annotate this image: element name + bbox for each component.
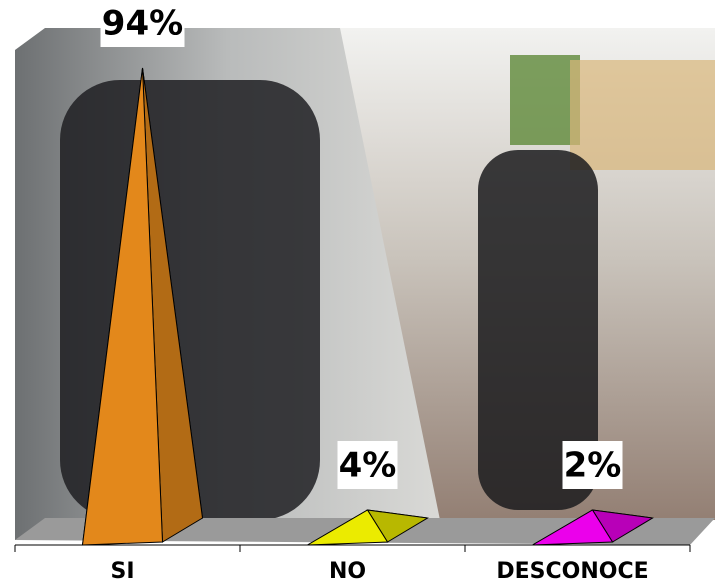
- pyramid-bar: [532, 509, 654, 546]
- background-photo: [15, 28, 715, 540]
- value-label: 2%: [564, 446, 622, 486]
- value-label: 4%: [339, 446, 397, 486]
- pyramid-face: [532, 509, 614, 546]
- pyramid-face: [81, 67, 164, 546]
- pyramid-bar: [307, 509, 429, 546]
- value-label-box: [100, 0, 185, 47]
- value-label-box: [562, 441, 623, 489]
- value-label-box: [337, 441, 398, 489]
- value-label: 94%: [102, 4, 183, 44]
- pyramid-face: [307, 509, 389, 546]
- x-tick-label: DESCONOCE: [496, 559, 648, 584]
- pyramid-bar: [81, 67, 204, 546]
- x-tick-label: SI: [110, 559, 134, 584]
- x-tick-label: NO: [329, 559, 366, 584]
